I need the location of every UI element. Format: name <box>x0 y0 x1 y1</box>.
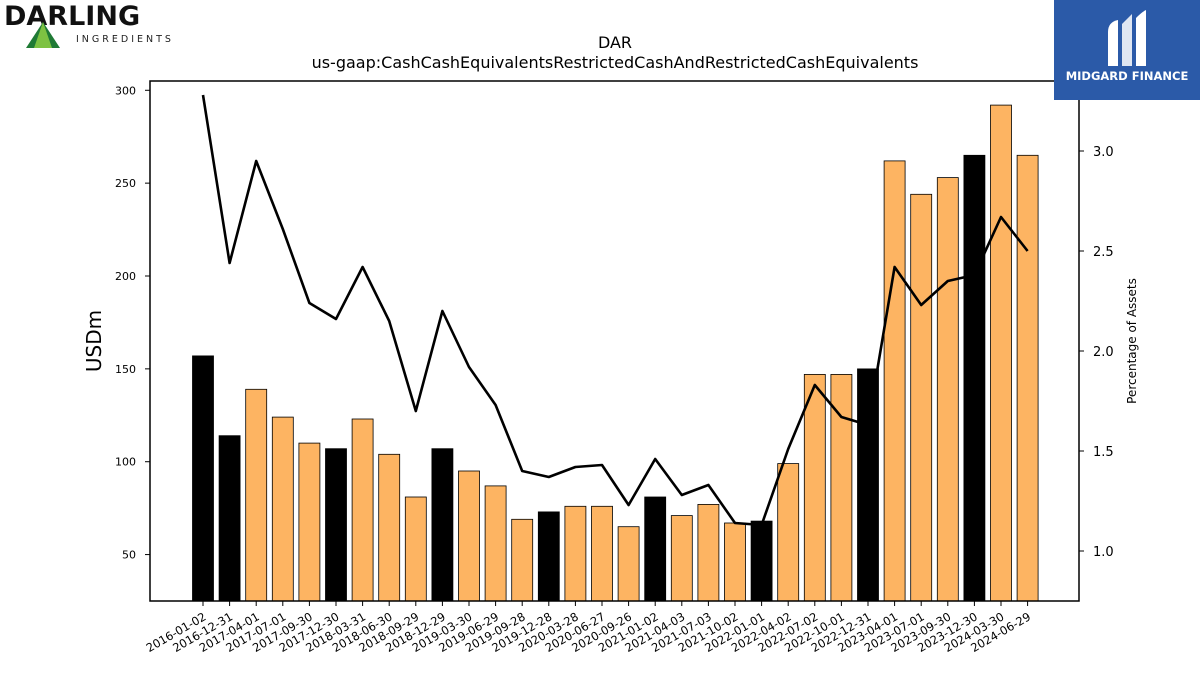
bar-2022-01-01 <box>750 520 773 602</box>
logo-wordmark: DARLING <box>4 1 141 32</box>
y-tick-label: 300 <box>115 84 136 97</box>
bar-2021-10-02 <box>724 522 746 602</box>
line-group <box>201 94 1029 527</box>
midgard-mark-icon <box>1108 10 1146 66</box>
bar-2024-03-30 <box>990 104 1012 602</box>
bar-2020-06-27 <box>591 505 613 602</box>
bar-2021-07-03 <box>697 503 720 602</box>
percentage-line <box>201 94 1029 527</box>
bar-2016-01-02 <box>192 355 214 602</box>
y-axis-right: 1.0 1.5 2.0 2.5 3.0 <box>1079 145 1114 560</box>
bar-2021-04-03 <box>670 515 693 602</box>
bar-2019-03-30 <box>458 470 480 602</box>
bar-2023-04-01 <box>883 160 906 602</box>
midgard-name: MIDGARD FINANCE <box>1065 69 1189 83</box>
bar-2022-04-02 <box>777 463 800 602</box>
bar-2017-04-01 <box>245 388 268 602</box>
chart-subtitle: us-gaap:CashCashEquivalentsRestrictedCas… <box>312 53 919 72</box>
y-tick-label: 50 <box>122 549 136 562</box>
bar-2018-12-29 <box>431 448 454 602</box>
logo-subtitle: INGREDIENTS <box>76 34 174 45</box>
y2-axis-label: Percentage of Assets <box>1125 278 1139 404</box>
bar-2019-12-28 <box>537 511 560 602</box>
bar-2018-06-30 <box>378 453 401 602</box>
bar-2016-12-31 <box>218 435 241 602</box>
y-axis-left: 50 100 150 200 250 300 <box>115 84 150 562</box>
y2-tick-label: 3.0 <box>1093 145 1114 160</box>
bar-2024-06-29 <box>1016 154 1039 602</box>
y-tick-label: 200 <box>115 270 136 283</box>
bar-2022-07-02 <box>803 373 826 602</box>
bar-2017-12-30 <box>325 448 347 602</box>
bar-2017-09-30 <box>298 442 321 602</box>
y-tick-label: 100 <box>115 456 136 469</box>
bar-2022-12-31 <box>857 368 879 602</box>
bar-2021-01-02 <box>644 496 667 602</box>
y2-tick-label: 2.5 <box>1093 245 1114 260</box>
y-axis-label: USDm <box>82 310 106 372</box>
y2-tick-label: 1.5 <box>1093 445 1114 460</box>
y2-tick-label: 2.0 <box>1093 345 1114 360</box>
bar-2020-09-26 <box>617 526 640 602</box>
y-tick-label: 150 <box>115 363 136 376</box>
bars-group <box>192 104 1039 602</box>
logo-triangle-icon <box>26 22 60 48</box>
bar-2018-09-29 <box>404 496 427 602</box>
bar-2017-07-01 <box>271 416 294 602</box>
bar-2023-09-30 <box>936 177 959 602</box>
bar-2019-06-29 <box>484 485 507 602</box>
bar-2020-03-28 <box>564 505 587 602</box>
y-tick-label: 250 <box>115 177 136 190</box>
midgard-finance-logo: MIDGARD FINANCE <box>1054 0 1200 100</box>
chart-title: DAR <box>598 33 632 52</box>
bar-2019-09-28 <box>511 518 534 602</box>
bar-2023-07-01 <box>910 193 933 602</box>
y2-tick-label: 1.0 <box>1093 545 1114 560</box>
bar-2018-03-31 <box>351 418 374 602</box>
bar-2023-12-30 <box>963 154 986 602</box>
plot-frame <box>149 80 1080 602</box>
x-axis: 2016-01-022016-12-312017-04-012017-07-01… <box>144 601 1033 655</box>
darling-ingredients-logo: DARLING INGREDIENTS <box>4 1 174 48</box>
